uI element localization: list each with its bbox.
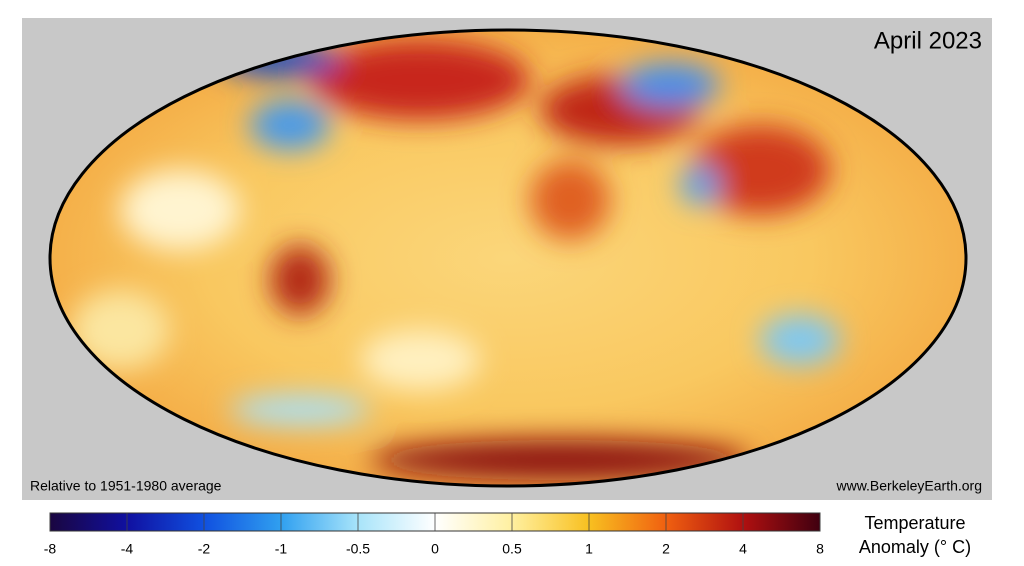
colorbar-tick-label: 8 (816, 541, 824, 557)
colorbar-tick-label: -4 (121, 541, 134, 557)
colorbar-label: Anomaly (° C) (859, 537, 971, 557)
colorbar-label: Temperature (864, 513, 965, 533)
colorbar-tick-label: -0.5 (346, 541, 370, 557)
colorbar-tick-label: 2 (662, 541, 670, 557)
baseline-note: Relative to 1951-1980 average (30, 478, 222, 494)
colorbar-tick-label: 0 (431, 541, 439, 557)
source-note: www.BerkeleyEarth.org (835, 478, 982, 494)
colorbar-tick-label: 1 (585, 541, 593, 557)
colorbar-tick-label: 0.5 (502, 541, 522, 557)
globe-outline (48, 28, 968, 488)
map-title: April 2023 (874, 27, 982, 54)
colorbar-tick-label: 4 (739, 541, 747, 557)
globe (50, 30, 966, 486)
colorbar-tick-label: -2 (198, 541, 211, 557)
colorbar-tick-label: -1 (275, 541, 288, 557)
colorbar-tick-label: -8 (44, 541, 57, 557)
